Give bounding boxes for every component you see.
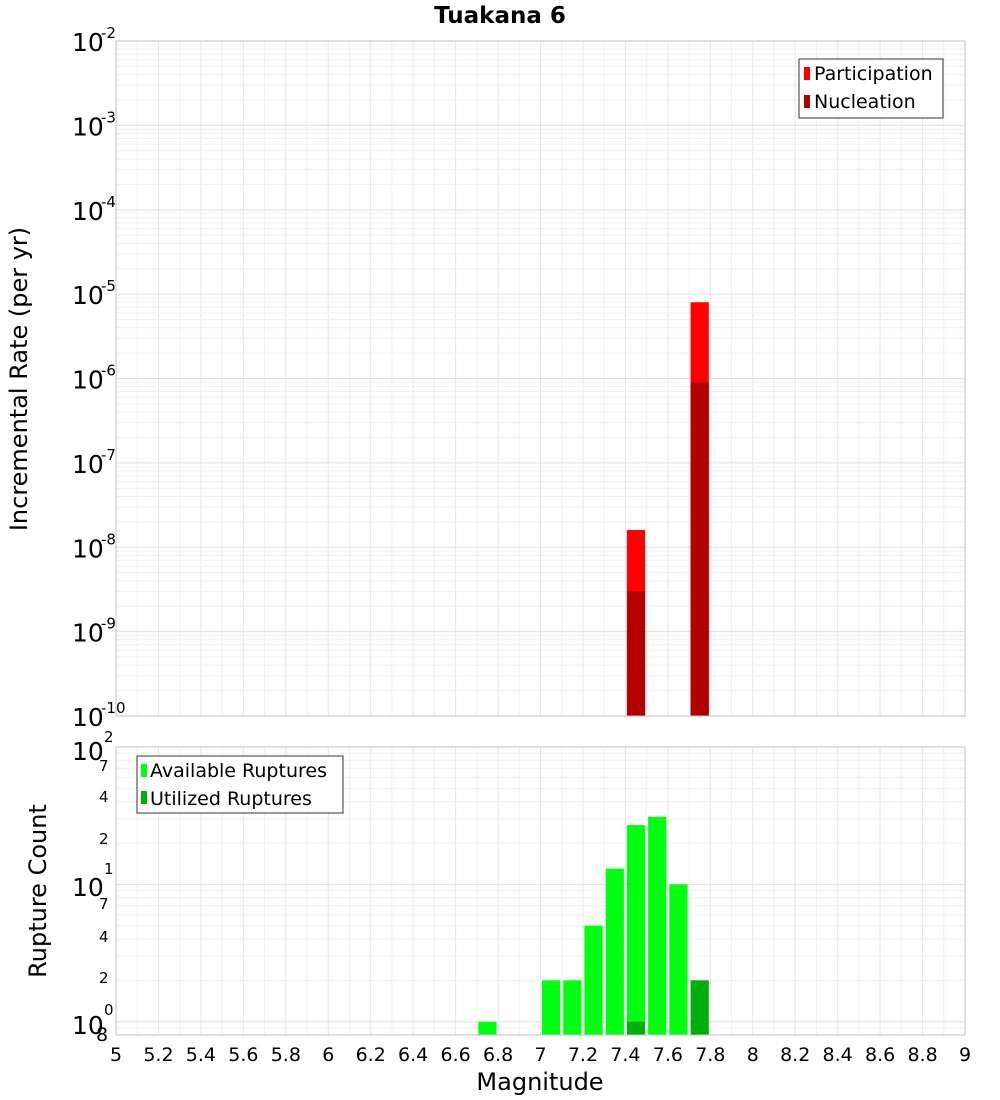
y-tick-label: 10 xyxy=(72,28,104,57)
legend-label-participation: Participation xyxy=(814,63,933,85)
legend-swatch-nucleation xyxy=(804,95,810,108)
y-tick-exponent: -8 xyxy=(101,530,116,548)
y-tick-label: 10 xyxy=(72,737,104,766)
x-tick-label: 5 xyxy=(110,1044,122,1066)
x-tick-label: 6.6 xyxy=(440,1044,470,1066)
x-axis-label: Magnitude xyxy=(476,1068,603,1096)
y-tick-label: 10 xyxy=(72,534,104,563)
y-tick-minor-label: 7 xyxy=(99,895,109,913)
x-tick-label: 6 xyxy=(322,1044,334,1066)
x-tick-label: 7.8 xyxy=(695,1044,725,1066)
top-bars xyxy=(626,302,709,716)
count-bar-available-ruptures xyxy=(478,1021,497,1035)
bottom-legend-box xyxy=(136,755,344,814)
x-tick-label: 6.4 xyxy=(398,1044,428,1066)
y-tick-label: 10 xyxy=(72,1011,104,1040)
y-tick-exponent: 2 xyxy=(104,728,114,746)
legend-label-utilized-ruptures: Utilized Ruptures xyxy=(150,788,312,810)
y-tick-label: 10 xyxy=(72,281,104,310)
top-plot-frame xyxy=(115,40,966,717)
count-bar-utilized-ruptures xyxy=(690,980,709,1035)
legend-label-available-ruptures: Available Ruptures xyxy=(150,760,327,782)
count-bar-available-ruptures xyxy=(542,980,561,1035)
bottom-bars xyxy=(478,816,709,1035)
bottom-plot-frame xyxy=(115,746,966,1036)
top-gridlines xyxy=(115,40,966,717)
y-tick-exponent: -7 xyxy=(101,446,116,464)
rate-bar-nucleation xyxy=(690,382,709,716)
count-bar-available-ruptures xyxy=(626,825,646,1035)
bottom-legend: Available Ruptures Utilized Ruptures xyxy=(136,755,344,814)
bottom-y-axis-label: Rupture Count xyxy=(24,804,52,978)
x-tick-label: 7 xyxy=(534,1044,546,1066)
x-tick-label: 8.4 xyxy=(823,1044,853,1066)
x-tick-label: 8.8 xyxy=(907,1044,937,1066)
x-tick-labels: 5 5.2 5.4 5.6 5.8 6 6.2 6.4 6.6 6.8 7 7.2 7.4 7.6 7.8 8… xyxy=(110,1044,971,1066)
x-tick-label: 7.4 xyxy=(610,1044,640,1066)
count-bar-available-ruptures xyxy=(648,816,667,1035)
top-y-axis-label: Incremental Rate (per yr) xyxy=(5,227,33,531)
legend-label-nucleation: Nucleation xyxy=(814,91,916,113)
x-tick-label: 8.2 xyxy=(780,1044,810,1066)
legend-swatch-utilized-ruptures xyxy=(141,791,147,804)
y-tick-label: 10 xyxy=(72,112,104,141)
y-tick-minor-label: 4 xyxy=(99,788,109,806)
x-tick-label: 8 xyxy=(747,1044,759,1066)
y-tick-exponent: -6 xyxy=(101,362,116,380)
top-legend-box xyxy=(798,58,944,119)
x-tick-label: 5.6 xyxy=(228,1044,258,1066)
count-bar-utilized-ruptures xyxy=(626,1021,646,1035)
y-tick-minor-label: 2 xyxy=(99,969,109,987)
legend-swatch-participation xyxy=(804,67,810,80)
y-tick-exponent: 1 xyxy=(104,860,114,878)
count-bar-available-ruptures xyxy=(669,884,688,1035)
y-tick-label: 10 xyxy=(72,703,104,732)
x-tick-label: 6.8 xyxy=(483,1044,513,1066)
x-tick-label: 8.6 xyxy=(865,1044,895,1066)
count-bar-available-ruptures xyxy=(563,980,582,1035)
y-tick-label: 10 xyxy=(72,873,104,902)
top-legend: Participation Nucleation xyxy=(798,58,944,119)
x-tick-label: 7.6 xyxy=(653,1044,683,1066)
y-tick-exponent: -2 xyxy=(101,24,116,42)
x-tick-label: 5.8 xyxy=(271,1044,301,1066)
y-tick-exponent: -3 xyxy=(101,108,116,126)
y-tick-minor-label: 7 xyxy=(99,757,109,775)
y-tick-label: 10 xyxy=(72,197,104,226)
y-tick-minor-label: 2 xyxy=(99,830,109,848)
count-bar-available-ruptures xyxy=(584,925,603,1035)
y-tick-exponent: -9 xyxy=(101,615,116,633)
legend-swatch-available-ruptures xyxy=(141,764,147,777)
rate-bar-nucleation xyxy=(626,591,646,716)
count-bar-available-ruptures xyxy=(605,868,624,1035)
y-tick-exponent: -5 xyxy=(101,277,116,295)
y-tick-label: 10 xyxy=(72,619,104,648)
y-tick-label: 10 xyxy=(72,366,104,395)
x-tick-label: 5.4 xyxy=(186,1044,216,1066)
y-tick-minor-label: 8 xyxy=(96,1024,108,1046)
x-tick-label: 5.2 xyxy=(143,1044,173,1066)
y-tick-label: 10 xyxy=(72,450,104,479)
chart-title: Tuakana 6 xyxy=(434,3,566,29)
x-tick-label: 6.2 xyxy=(356,1044,386,1066)
y-tick-minor-label: 4 xyxy=(99,928,109,946)
y-tick-exponent: 0 xyxy=(104,1001,114,1019)
x-tick-label: 7.2 xyxy=(568,1044,598,1066)
y-tick-exponent: -10 xyxy=(101,699,126,717)
y-tick-exponent: -4 xyxy=(101,193,116,211)
x-tick-label: 9 xyxy=(959,1044,971,1066)
